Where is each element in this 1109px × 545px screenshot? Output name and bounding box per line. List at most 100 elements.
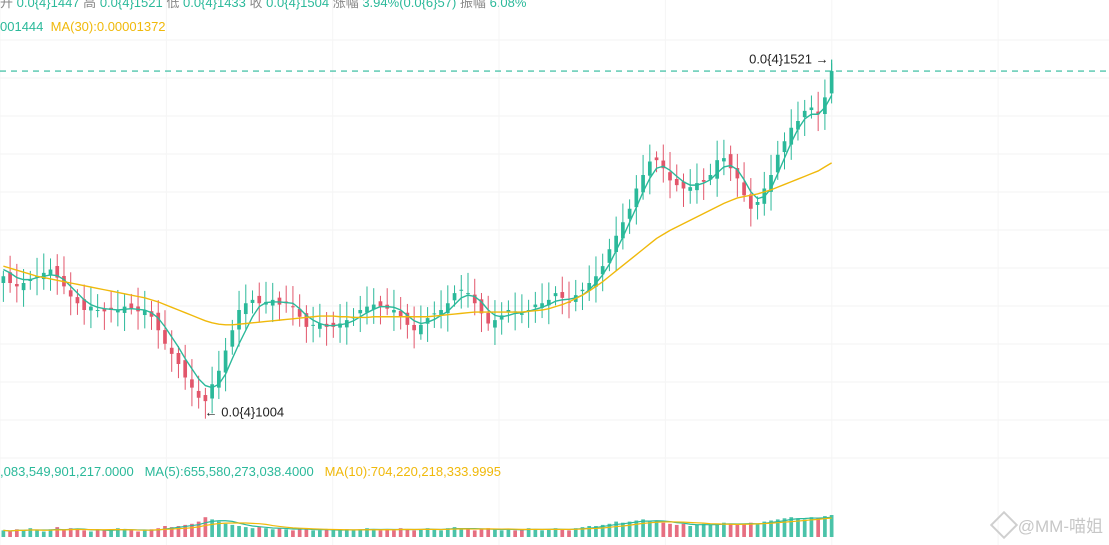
volume-bar — [580, 527, 585, 537]
watermark: @MM-喵姐 — [989, 510, 1103, 539]
volume-bar — [654, 520, 659, 537]
volume-bar — [728, 523, 733, 537]
volume-bar — [291, 530, 295, 537]
volume-bar — [520, 529, 524, 537]
candle-body — [587, 283, 592, 291]
candle-body — [142, 310, 147, 316]
volume-bar — [257, 527, 262, 537]
volume-bar — [183, 524, 188, 537]
change-value: 3.94%(0.0{6}57) — [362, 0, 457, 10]
high-label: 高 — [83, 0, 97, 10]
volume-bar — [823, 516, 827, 537]
high-price-tag: 0.0{4}1521 → — [749, 52, 829, 67]
candle-body — [129, 303, 134, 309]
candle-body — [75, 297, 80, 304]
volume-bar — [701, 523, 706, 537]
volume-bar — [715, 523, 720, 537]
volume-bar — [378, 530, 383, 537]
candle-body — [560, 292, 565, 298]
volume-bar — [196, 521, 201, 537]
candle-body — [594, 276, 598, 287]
candle-body — [647, 161, 652, 176]
candle-body — [755, 202, 760, 205]
volume-bar — [540, 530, 544, 537]
volume-bar — [149, 529, 154, 537]
ma-fast-line — [3, 95, 833, 389]
candle-body — [802, 110, 807, 118]
volume-bar — [688, 526, 693, 537]
volume-bar — [506, 529, 511, 537]
candle-body — [1, 276, 6, 283]
candle-body — [115, 310, 120, 313]
candle-body — [203, 395, 208, 402]
volume-ma5-value: MA(5):655,580,273,038.4000 — [144, 464, 314, 479]
candle-body — [809, 107, 814, 111]
candle-body — [796, 121, 800, 130]
volume-bar — [647, 521, 652, 537]
volume-bar — [405, 529, 410, 537]
volume-bar — [14, 529, 19, 537]
candle-body — [21, 283, 26, 291]
volume-bar — [762, 521, 767, 537]
volume-bar — [190, 523, 194, 537]
candle-body — [270, 299, 275, 306]
volume-bar — [614, 521, 619, 537]
binance-square-logo-icon — [989, 510, 1018, 539]
volume-bar — [769, 520, 773, 537]
candle-body — [742, 182, 746, 196]
volume-bar — [398, 528, 403, 537]
volume-bar — [270, 529, 275, 537]
volume-bar — [338, 530, 342, 537]
candle-body — [419, 324, 423, 335]
candle-body — [439, 310, 443, 316]
volume-bar — [358, 529, 363, 537]
volume-bar — [573, 528, 578, 537]
candle-body — [775, 154, 780, 173]
candle-body — [216, 370, 221, 388]
candle-body — [95, 310, 100, 311]
open-value: 0.0{4}1447 — [16, 0, 80, 10]
volume-bar — [35, 530, 39, 537]
volume-bar — [68, 528, 73, 537]
candle-body — [297, 308, 302, 317]
volume-bar — [587, 526, 592, 537]
ohlc-info-line: 开 0.0{4}1447 高 0.0{4}1521 低 0.0{4}1433 收… — [0, 0, 526, 11]
candle-body — [520, 313, 524, 315]
candle-body — [681, 181, 686, 189]
volume-bar — [55, 527, 60, 537]
candle-body — [432, 313, 437, 315]
candle-body — [499, 315, 504, 320]
volume-bar — [607, 523, 612, 537]
volume-bar — [351, 530, 356, 537]
candle-body — [452, 293, 457, 301]
candle-body — [8, 272, 12, 283]
low-value: 0.0{4}1433 — [182, 0, 246, 10]
volume-bar — [445, 528, 450, 537]
volume-bar — [237, 526, 241, 537]
low-label: 低 — [166, 0, 180, 10]
candle-body — [55, 266, 60, 278]
volume-bar — [641, 519, 645, 537]
candle-body — [102, 308, 107, 312]
candle-body — [674, 178, 679, 186]
candle-body — [654, 157, 659, 161]
volume-bars-layer — [1, 515, 834, 537]
candle-body — [250, 299, 255, 303]
candle-body — [614, 235, 619, 253]
volume-bar — [560, 529, 565, 537]
volume-bar — [1, 530, 6, 537]
candle-body — [641, 175, 645, 193]
candle-body — [782, 141, 787, 153]
volume-bar — [62, 530, 66, 537]
candle-body — [466, 293, 470, 295]
candle-body — [365, 306, 369, 313]
volume-bar — [412, 530, 416, 537]
change-label: 涨幅 — [332, 0, 359, 10]
volume-bar — [8, 531, 12, 537]
volume-bar — [371, 529, 376, 537]
close-value: 0.0{4}1504 — [266, 0, 330, 10]
candle-body — [378, 301, 383, 307]
candle-body — [668, 172, 672, 181]
